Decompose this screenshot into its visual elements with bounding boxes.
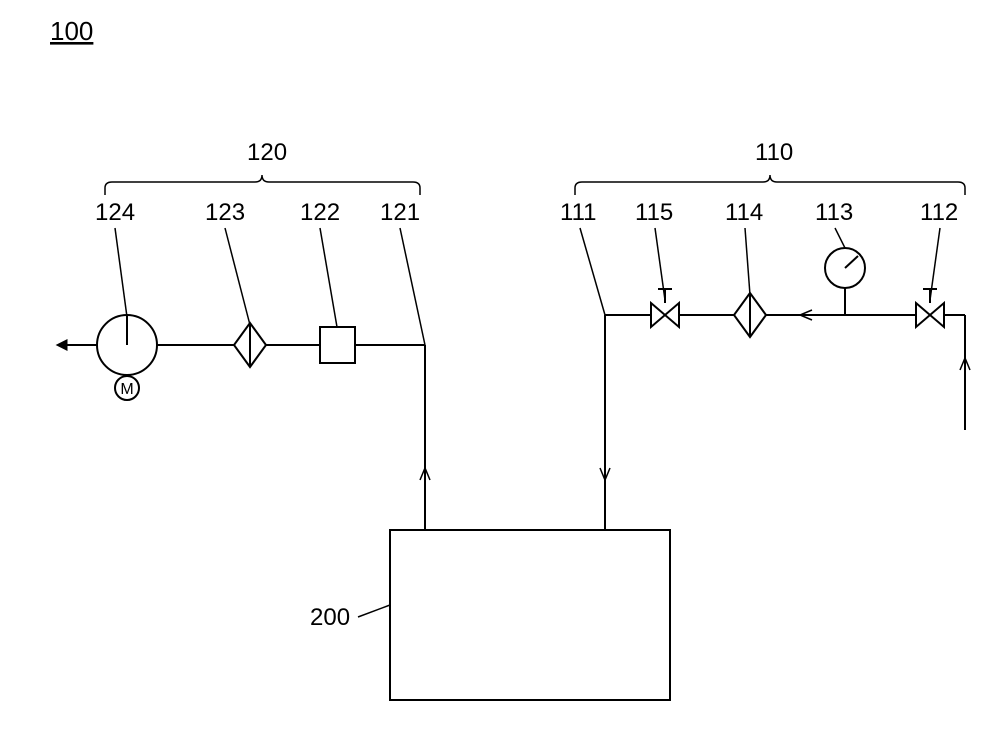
gauge-113: [825, 248, 865, 315]
main-label: 100: [50, 16, 93, 46]
label-121: 121: [380, 199, 420, 226]
group-110-brace: [575, 175, 965, 195]
leader-121: [400, 228, 425, 345]
group-120-brace: [105, 175, 420, 195]
valve-112: [916, 289, 944, 327]
label-113: 113: [815, 199, 853, 226]
label-112: 112: [920, 199, 958, 226]
leader-122: [320, 228, 337, 327]
label-123: 123: [205, 199, 245, 226]
label-114: 114: [725, 199, 763, 226]
motor-label: M: [120, 381, 133, 398]
leader-124: [115, 228, 127, 317]
label-111: 111: [560, 199, 596, 226]
leader-111: [580, 228, 605, 315]
block-122: [320, 327, 355, 363]
leader-200: [358, 605, 390, 617]
leader-123: [225, 228, 250, 325]
schematic-diagram: 100 120 124 123 122 121 110 111 115 114 …: [0, 0, 1000, 739]
label-115: 115: [635, 199, 673, 226]
leader-114: [745, 228, 750, 295]
label-122: 122: [300, 199, 340, 226]
filter-123: [234, 323, 266, 367]
box-200: [390, 530, 670, 700]
pump-124: M: [97, 315, 157, 400]
filter-114: [734, 293, 766, 337]
valve-115: [651, 289, 679, 327]
group-120-label: 120: [247, 139, 287, 166]
group-110-label: 110: [755, 139, 793, 166]
label-124: 124: [95, 199, 135, 226]
leader-113: [835, 228, 845, 248]
label-200: 200: [310, 604, 350, 631]
